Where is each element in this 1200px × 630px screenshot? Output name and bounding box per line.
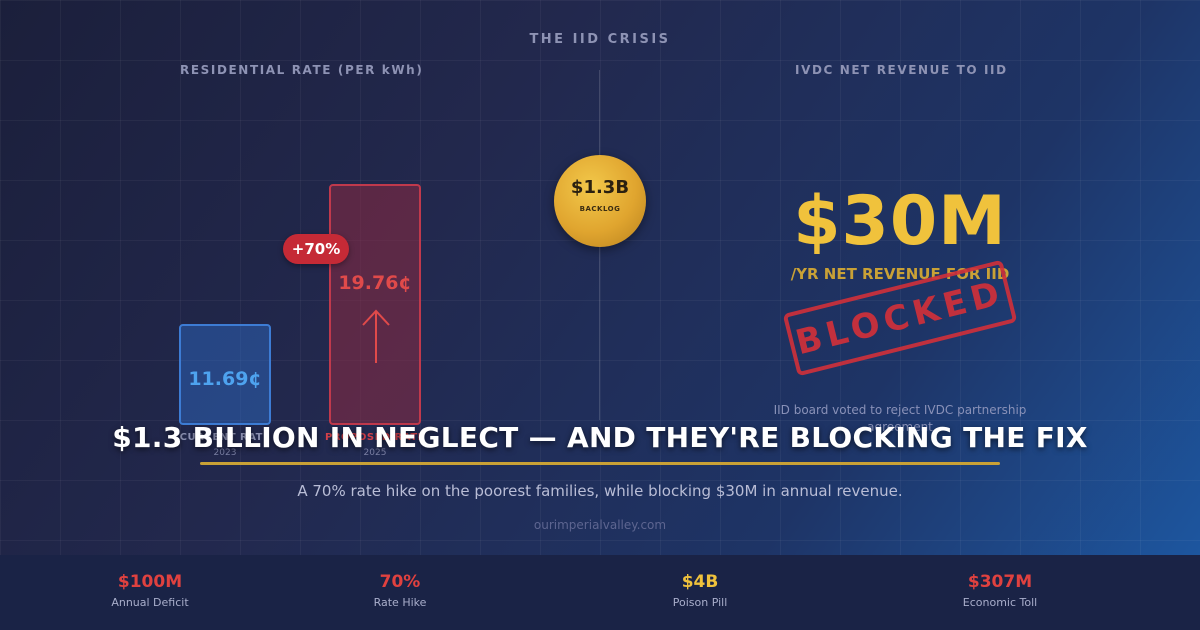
proposed-rate-label: PROPOSED RATE [325, 432, 425, 443]
site-url: ourimperialvalley.com [533, 518, 667, 532]
current-rate-bar: 11.69¢ [179, 324, 271, 425]
stats-bar: $100M Annual Deficit 70% Rate Hike $4B P… [0, 555, 1200, 630]
up-arrow-icon [362, 309, 390, 363]
board-vote-note: IID board voted to reject IVDC partnersh… [773, 403, 1027, 434]
stat-label: Poison Pill [672, 596, 728, 609]
proposed-rate-bar: 19.76¢ [329, 184, 421, 425]
stat-value: $307M [967, 572, 1033, 592]
increase-badge: +70% [283, 234, 349, 264]
proposed-rate-year: 2025 [363, 448, 387, 458]
revenue-amount: $30M [793, 182, 1007, 261]
card-header: THE IID CRISIS [529, 32, 671, 47]
stat-poison-pill: $4B Poison Pill [600, 572, 800, 609]
current-rate-label: CURRENT RATE [179, 432, 271, 443]
proposed-rate-value: 19.76¢ [338, 272, 412, 294]
revenue-subtitle: /YR NET REVENUE FOR IID [790, 265, 1010, 283]
headline-underline [200, 462, 1000, 465]
stat-economic-toll: $307M Economic Toll [900, 572, 1100, 609]
backlog-label: BACKLOG [579, 205, 621, 213]
stat-label: Rate Hike [373, 596, 427, 609]
rate-panel-title: RESIDENTIAL RATE (PER kWh) [180, 63, 424, 77]
stat-label: Economic Toll [962, 596, 1038, 609]
current-rate-year: 2023 [213, 448, 237, 458]
stat-rate-hike: 70% Rate Hike [300, 572, 500, 609]
stat-annual-deficit: $100M Annual Deficit [50, 572, 250, 609]
stat-value: $100M [117, 572, 183, 592]
stat-value: $4B [681, 572, 719, 592]
current-rate-value: 11.69¢ [188, 368, 262, 390]
stat-value: 70% [379, 572, 421, 592]
backlog-value: $1.3B [570, 177, 630, 198]
subheadline: A 70% rate hike on the poorest families,… [297, 482, 903, 500]
revenue-panel-title: IVDC NET REVENUE TO IID [795, 63, 1008, 77]
headline: $1.3 BILLION IN NEGLECT — AND THEY'RE BL… [112, 421, 1088, 454]
stat-label: Annual Deficit [111, 596, 189, 609]
backlog-coin: $1.3B BACKLOG [554, 155, 646, 247]
